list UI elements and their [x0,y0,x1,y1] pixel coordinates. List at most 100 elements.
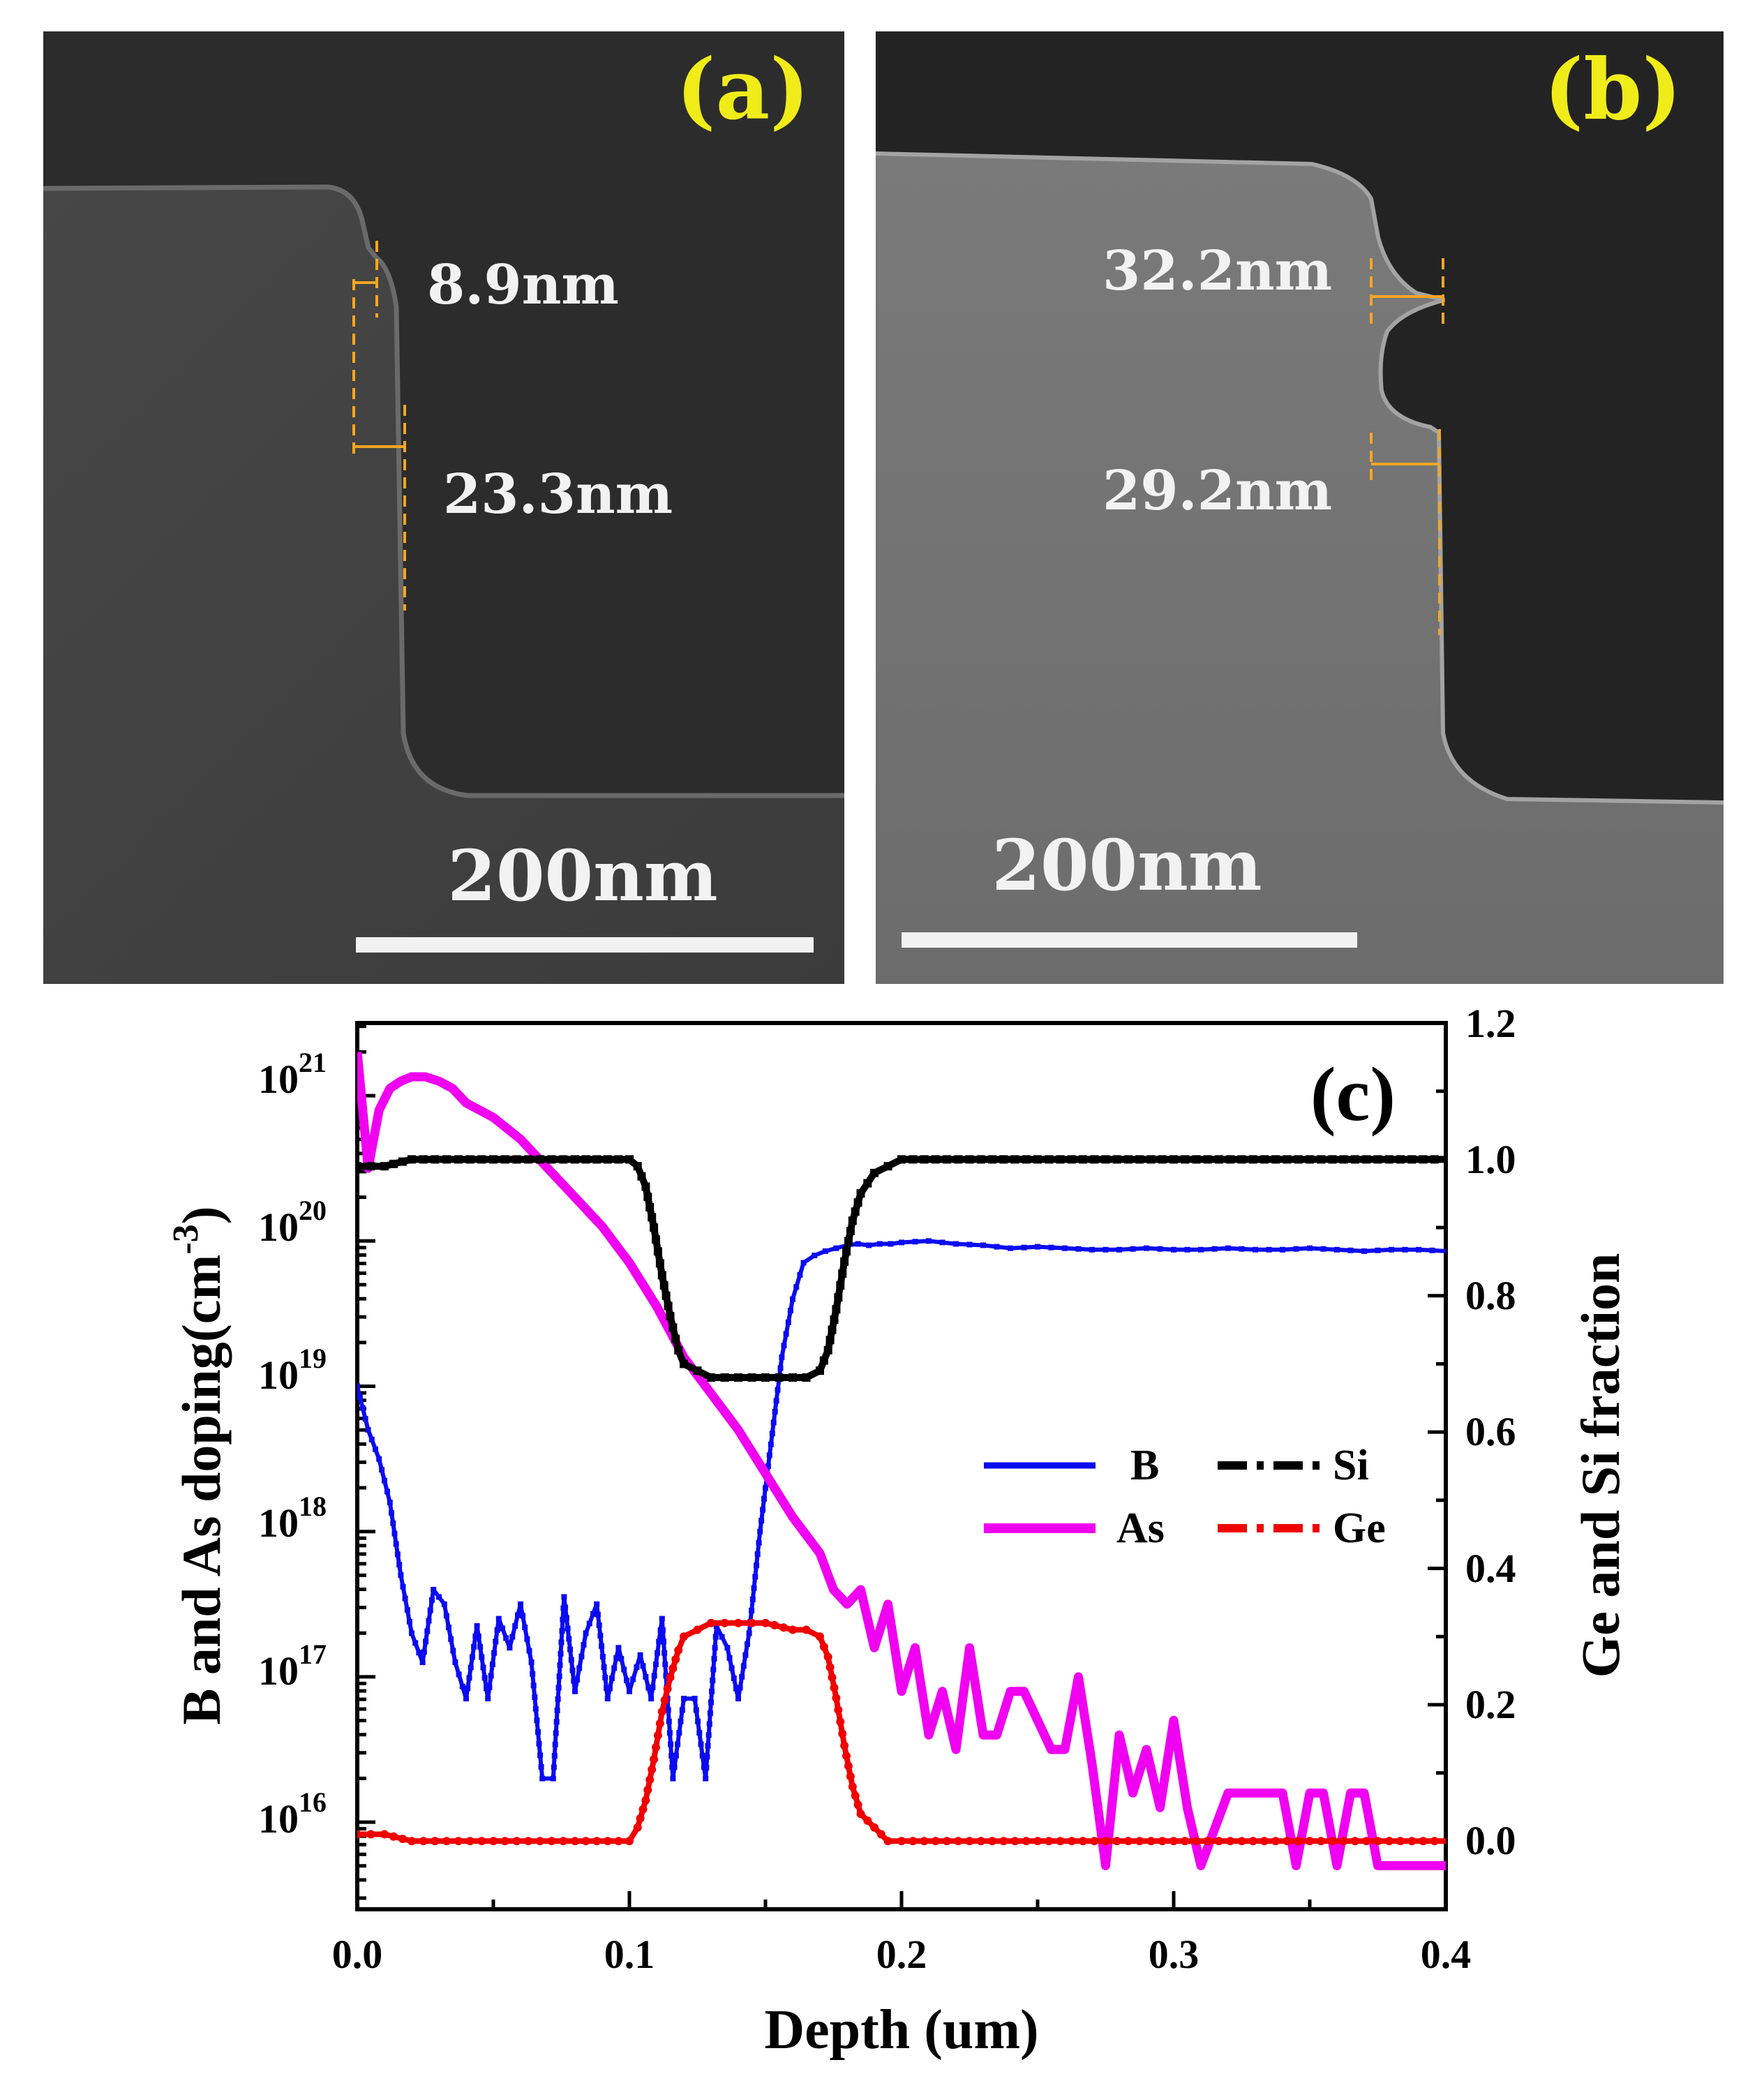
data-point-B [1361,1248,1367,1254]
data-point-B [534,1717,540,1724]
panel-b-measurement-1: 32.2nm [1102,239,1332,303]
data-point-Si [734,1373,742,1382]
data-point-B [670,1775,676,1782]
data-point-Si [836,1281,845,1290]
data-point-B [604,1696,611,1702]
data-point-B [1280,1246,1285,1253]
data-point-B [663,1673,669,1679]
data-point-B [777,1365,784,1371]
data-point-B [655,1650,661,1656]
data-point-Ge [1351,1837,1359,1846]
data-point-Si [823,1345,832,1355]
data-point-B [1266,1246,1272,1253]
data-point-B [760,1507,766,1513]
data-point-B [645,1685,652,1691]
data-point-Si [842,1247,851,1256]
data-point-B [800,1260,807,1266]
data-point-B [781,1343,787,1349]
y-left-axis-title: B and As doping(cm-3) [166,1206,232,1724]
data-point-B [512,1623,518,1629]
data-point-Ge [931,1837,940,1846]
data-point-B [656,1639,662,1645]
data-point-Ge [465,1837,474,1846]
data-point-B [427,1607,433,1613]
data-point-Ge [838,1729,847,1738]
data-point-Ge [477,1837,486,1846]
data-point-Si [674,1345,683,1355]
data-point-B [599,1643,605,1649]
data-point-Si [662,1291,671,1300]
y-right-tick-label-1.0: 1.0 [1465,1137,1516,1182]
data-point-Ge [1112,1837,1121,1846]
data-point-Ge [1362,1837,1371,1846]
data-point-Ge [1146,1837,1156,1846]
data-point-Si [366,1162,375,1171]
data-point-B [561,1594,567,1600]
data-point-Si [465,1155,474,1164]
data-point-B [662,1650,668,1656]
data-point-Ge [625,1837,634,1846]
data-point-Si [1430,1155,1439,1164]
sem-b-silicon-structure [876,154,1724,984]
data-point-Si [819,1356,828,1365]
data-point-B [606,1685,613,1692]
data-point-Si [1203,1155,1212,1164]
data-point-Ge [1045,1837,1054,1846]
data-point-Si [828,1325,837,1334]
data-point-Ge [603,1837,612,1846]
data-point-B [768,1441,774,1447]
data-point-B [379,1467,385,1473]
data-point-Si [1373,1155,1382,1164]
data-point-Ge [1067,1837,1076,1846]
data-point-B [551,1753,558,1759]
data-point-Ge [846,1772,855,1781]
data-point-Si [1090,1155,1099,1164]
data-point-Ge [976,1837,985,1846]
data-point-Si [856,1189,865,1198]
data-point-B [666,1730,673,1736]
data-point-Ge [1419,1837,1428,1846]
data-point-Si [419,1155,428,1164]
data-point-Si [909,1155,918,1164]
data-point-Si [357,1162,361,1171]
data-point-B [576,1665,583,1671]
data-point-Ge [876,1830,885,1839]
y-left-tick-label-20: 1020 [258,1195,327,1250]
data-point-B [387,1500,393,1505]
data-point-B [557,1662,563,1668]
data-point-Si [1396,1155,1405,1164]
y-right-tick-label-0.0: 0.0 [1465,1818,1516,1863]
data-point-B [571,1678,577,1684]
data-point-Ge [1158,1837,1167,1846]
data-point-Si [524,1155,533,1164]
series-markers-Si [357,1155,1439,1382]
data-point-B [712,1634,719,1640]
data-point-B [421,1649,427,1655]
data-point-B [627,1688,632,1694]
data-point-Si [848,1216,857,1225]
data-point-Si [775,1373,784,1382]
y-left-tick-label-17: 1017 [258,1639,327,1694]
data-point-Ge [1396,1837,1405,1846]
data-point-Si [825,1336,835,1345]
data-point-B [746,1630,752,1636]
data-point-Ge [1306,1837,1314,1846]
sem-b-dimension-markers [1370,258,1444,635]
data-point-Si [747,1373,756,1382]
x-tick-label-1: 0.1 [604,1932,655,1977]
data-point-Si [1328,1155,1337,1164]
data-point-B [676,1730,682,1736]
data-point-B [362,1416,368,1422]
data-point-Ge [648,1765,657,1774]
data-point-B [553,1730,559,1736]
data-point-Ge [1237,1837,1246,1846]
data-point-Ge [535,1837,544,1846]
data-point-Ge [1056,1837,1065,1846]
data-point-B [535,1729,541,1735]
data-point-Si [931,1155,940,1164]
data-point-Si [920,1155,929,1164]
data-point-B [389,1509,394,1516]
data-point-Ge [823,1652,832,1662]
data-point-Ge [707,1618,715,1627]
data-point-B [719,1634,725,1640]
